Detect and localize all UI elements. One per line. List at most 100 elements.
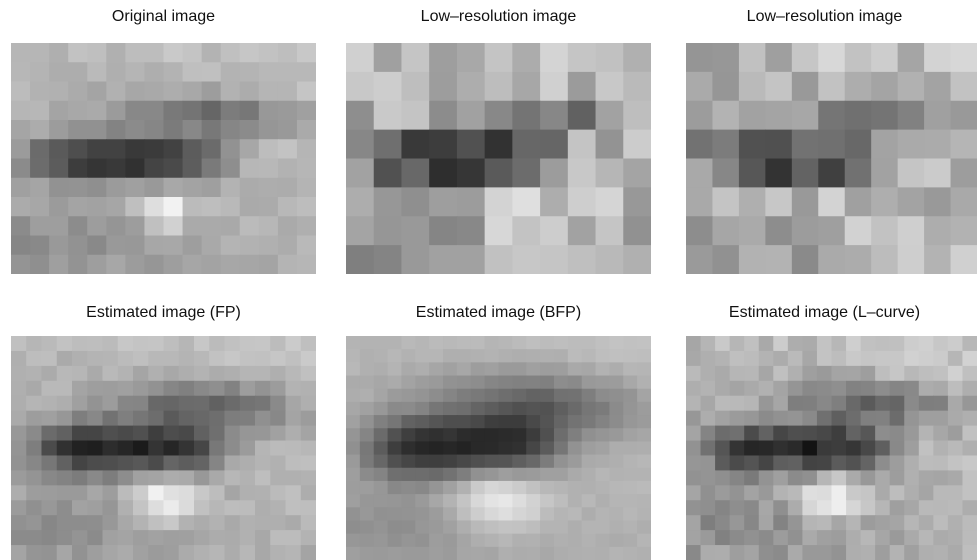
pixel [388, 362, 402, 376]
pixel [596, 130, 624, 159]
pixel [596, 507, 610, 521]
pixel [202, 82, 222, 102]
pixel [240, 515, 256, 531]
pixel [259, 82, 279, 102]
pixel [429, 362, 443, 376]
pixel [42, 381, 58, 397]
pixel [919, 455, 934, 471]
pixel [301, 545, 316, 560]
pixel [568, 520, 582, 534]
pixel [701, 530, 716, 546]
pixel [875, 411, 890, 427]
pixel [11, 336, 27, 352]
pixel [87, 500, 103, 516]
pixel [861, 411, 876, 427]
pixel [792, 245, 819, 274]
pixel [512, 362, 526, 376]
pixel [11, 216, 31, 236]
pixel [87, 159, 107, 179]
pixel [125, 236, 145, 256]
pixel [209, 396, 225, 412]
pixel [346, 336, 360, 350]
pixel [221, 178, 241, 198]
pixel [374, 534, 388, 548]
pixel [144, 216, 164, 236]
pixel [512, 402, 526, 416]
pixel [485, 507, 499, 521]
pixel [759, 470, 774, 486]
pixel [686, 72, 713, 101]
pixel [715, 426, 730, 442]
pixel [194, 366, 210, 382]
panel: Low–resolution image [346, 2, 651, 274]
pixel [11, 441, 27, 457]
pixel [485, 187, 513, 216]
pixel [194, 336, 210, 352]
pixel [202, 62, 222, 82]
pixel [202, 43, 222, 63]
pixel [194, 515, 210, 531]
pixel [568, 389, 582, 403]
pixel [792, 43, 819, 72]
pixel [457, 428, 471, 442]
pixel [540, 402, 554, 416]
pixel [374, 547, 388, 560]
pixel [457, 402, 471, 416]
pixel [360, 455, 374, 469]
pixel [72, 441, 88, 457]
pixel [42, 515, 58, 531]
pixel [933, 366, 948, 382]
pixel [686, 441, 701, 457]
pixel [846, 411, 861, 427]
pixel [179, 396, 195, 412]
pixel [401, 245, 429, 274]
pixel [846, 381, 861, 397]
pixel [194, 351, 210, 367]
pixel [278, 82, 298, 102]
pixel [712, 245, 739, 274]
pixel [739, 130, 766, 159]
pixel [11, 255, 31, 274]
pixel [118, 381, 134, 397]
pixel [346, 428, 360, 442]
pixel [701, 396, 716, 412]
pixel [871, 43, 898, 72]
pixel [68, 159, 88, 179]
pixel [845, 187, 872, 216]
pixel [512, 494, 526, 508]
pixel [202, 255, 222, 274]
pixel [240, 485, 256, 501]
pixel [133, 351, 149, 367]
pixel [457, 534, 471, 548]
pixel [817, 426, 832, 442]
pixel [286, 441, 302, 457]
pixel [286, 500, 302, 516]
pixel [596, 428, 610, 442]
pixel [871, 72, 898, 101]
pixel [526, 481, 540, 495]
pixel [765, 43, 792, 72]
pixel [255, 381, 271, 397]
pixel [297, 197, 316, 217]
pixel [471, 362, 485, 376]
pixel [744, 426, 759, 442]
pixel [904, 426, 919, 442]
pixel [962, 441, 977, 457]
pixel [240, 545, 256, 560]
pixel [499, 428, 513, 442]
pixel [832, 411, 847, 427]
pixel [209, 545, 225, 560]
pixel [596, 376, 610, 390]
pixel [596, 349, 610, 363]
pixel [429, 547, 443, 560]
pixel [42, 530, 58, 546]
pixel [286, 530, 302, 546]
pixel [875, 381, 890, 397]
pixel [194, 441, 210, 457]
pixel [924, 159, 951, 188]
pixel [499, 520, 513, 534]
pixel [103, 470, 119, 486]
pixel [948, 500, 963, 516]
pixel [103, 500, 119, 516]
pixel [596, 547, 610, 560]
